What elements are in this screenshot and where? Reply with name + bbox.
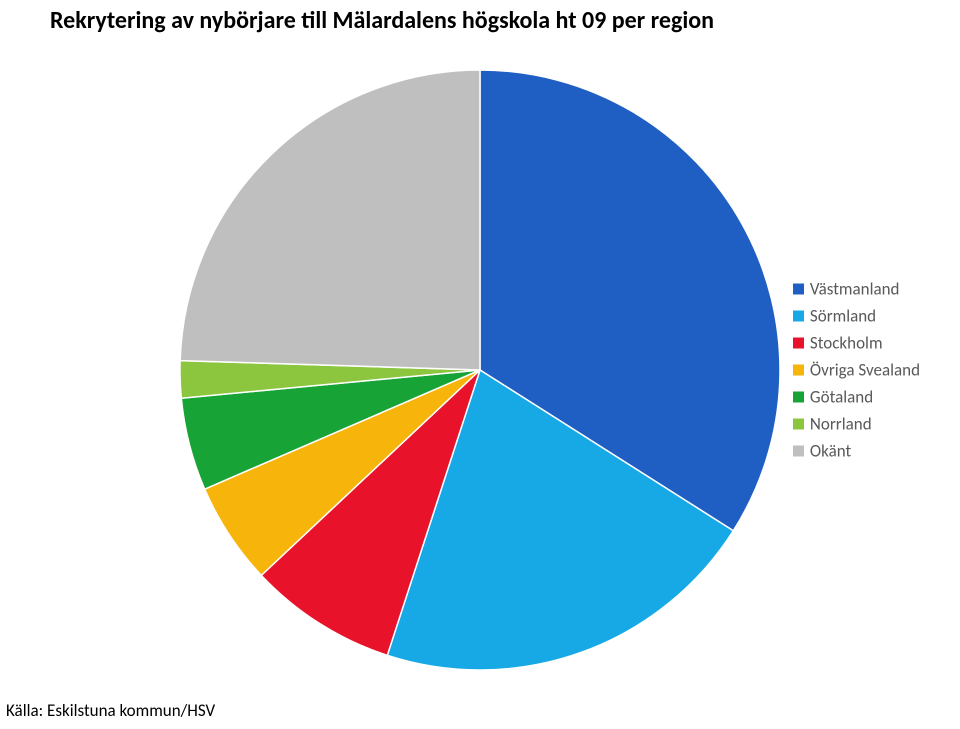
legend-swatch-gotaland <box>793 392 804 403</box>
legend-swatch-stockholm <box>793 338 804 349</box>
chart-area: Västmanland Sörmland Stockholm Övriga Sveal… <box>0 50 960 690</box>
legend-item-stockholm: Stockholm <box>793 333 920 354</box>
legend-item-norrland: Norrland <box>793 414 920 435</box>
legend-label-vastmanland: Västmanland <box>810 279 900 300</box>
legend-item-gotaland: Götaland <box>793 387 920 408</box>
legend-swatch-okant <box>793 446 804 457</box>
legend-label-sormland: Sörmland <box>810 306 876 327</box>
legend-swatch-sormland <box>793 311 804 322</box>
legend-label-stockholm: Stockholm <box>810 333 883 354</box>
legend-swatch-ovriga-svealand <box>793 365 804 376</box>
legend-swatch-vastmanland <box>793 284 804 295</box>
legend-swatch-norrland <box>793 419 804 430</box>
legend-item-ovriga-svealand: Övriga Svealand <box>793 360 920 381</box>
legend-label-ovriga-svealand: Övriga Svealand <box>810 360 920 381</box>
chart-title: Rekrytering av nybörjare till Mälardalen… <box>50 6 714 35</box>
pie-chart <box>180 70 780 670</box>
pie-slice-okant <box>180 70 480 370</box>
legend-item-sormland: Sörmland <box>793 306 920 327</box>
legend-item-okant: Okänt <box>793 441 920 462</box>
source-label: Källa: Eskilstuna kommun/HSV <box>6 700 215 721</box>
legend-item-vastmanland: Västmanland <box>793 279 920 300</box>
legend: Västmanland Sörmland Stockholm Övriga Sveal… <box>793 279 920 462</box>
legend-label-norrland: Norrland <box>810 414 872 435</box>
legend-label-okant: Okänt <box>810 441 851 462</box>
legend-label-gotaland: Götaland <box>810 387 873 408</box>
